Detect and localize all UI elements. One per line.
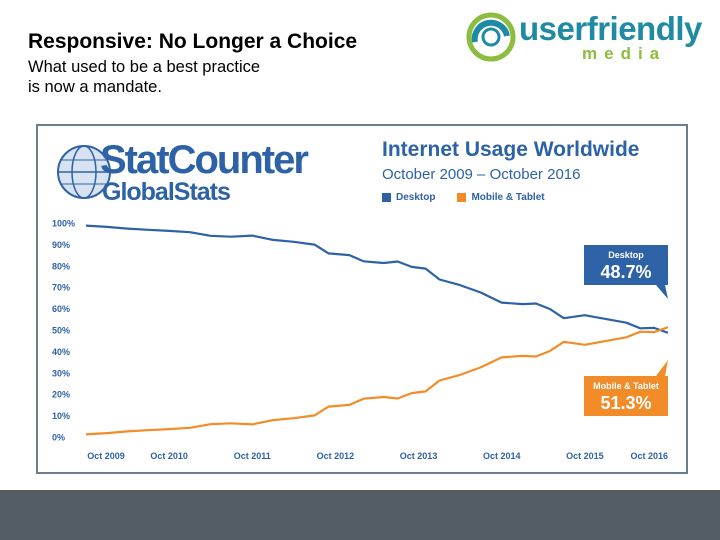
x-tick-label: Oct 2015 — [566, 451, 604, 461]
footer-bar — [0, 490, 720, 540]
y-tick-label: 60% — [52, 304, 70, 314]
desktop-callout-name: Desktop — [608, 250, 644, 260]
legend-swatch-desktop — [382, 193, 391, 202]
slide-title: Responsive: No Longer a Choice — [28, 30, 358, 53]
x-tick-label: Oct 2012 — [317, 451, 355, 461]
desktop-callout-value: 48.7% — [600, 262, 651, 282]
desktop-series-line — [85, 224, 669, 334]
legend-item-desktop: Desktop — [382, 192, 435, 203]
userfriendly-media-logo: userfriendly media — [462, 8, 712, 66]
mobile-callout-value: 51.3% — [600, 393, 651, 413]
statcounter-logo: StatCounter GlobalStats — [54, 138, 354, 206]
y-tick-label: 20% — [52, 390, 70, 400]
y-tick-label: 70% — [52, 283, 70, 293]
legend-label-mobile: Mobile & Tablet — [471, 192, 545, 203]
logo-wordmark-top: userfriendly — [519, 10, 702, 47]
globe-icon — [57, 145, 111, 199]
x-tick-label: Oct 2009 — [87, 451, 125, 461]
x-tick-label: Oct 2016 — [630, 451, 668, 461]
logo-swirl-icon — [466, 12, 516, 62]
y-tick-label: 30% — [52, 368, 70, 378]
legend-item-mobile: Mobile & Tablet — [457, 192, 545, 203]
x-tick-label: Oct 2011 — [234, 451, 271, 461]
statcounter-wordmark: StatCounter — [100, 138, 309, 182]
legend-swatch-mobile — [457, 193, 467, 202]
slide-subtitle: What used to be a best practice is now a… — [28, 57, 260, 97]
x-tick-label: Oct 2013 — [400, 451, 438, 461]
desktop-callout-box — [584, 245, 668, 285]
y-tick-label: 90% — [52, 240, 70, 250]
mobile-callout-name: Mobile & Tablet — [593, 381, 659, 391]
chart-frame — [36, 124, 688, 474]
legend-label-desktop: Desktop — [396, 192, 436, 203]
desktop-callout-pointer — [656, 285, 668, 299]
chart-title: Internet Usage Worldwide — [382, 138, 640, 161]
x-tick-label: Oct 2010 — [150, 451, 188, 461]
mobile-series-line — [85, 326, 669, 436]
y-tick-label: 80% — [52, 261, 70, 271]
y-tick-label: 40% — [52, 347, 70, 357]
logo-wordmark-bottom: media — [582, 44, 667, 63]
x-tick-label: Oct 2014 — [483, 451, 521, 461]
slide-subtitle-line-1: What used to be a best practice — [28, 58, 261, 76]
slide-subtitle-line-2: is now a mandate. — [28, 78, 162, 96]
y-tick-label: 10% — [52, 411, 70, 421]
y-tick-label: 50% — [52, 326, 70, 336]
chart-subtitle: October 2009 – October 2016 — [382, 166, 581, 183]
y-tick-label: 100% — [52, 219, 75, 229]
mobile-callout-pointer — [656, 360, 668, 376]
mobile-callout-box — [584, 376, 668, 416]
chart-legend: Desktop Mobile & Tablet — [382, 192, 567, 203]
y-tick-label: 0% — [52, 433, 65, 443]
globalstats-wordmark: GlobalStats — [102, 178, 231, 206]
